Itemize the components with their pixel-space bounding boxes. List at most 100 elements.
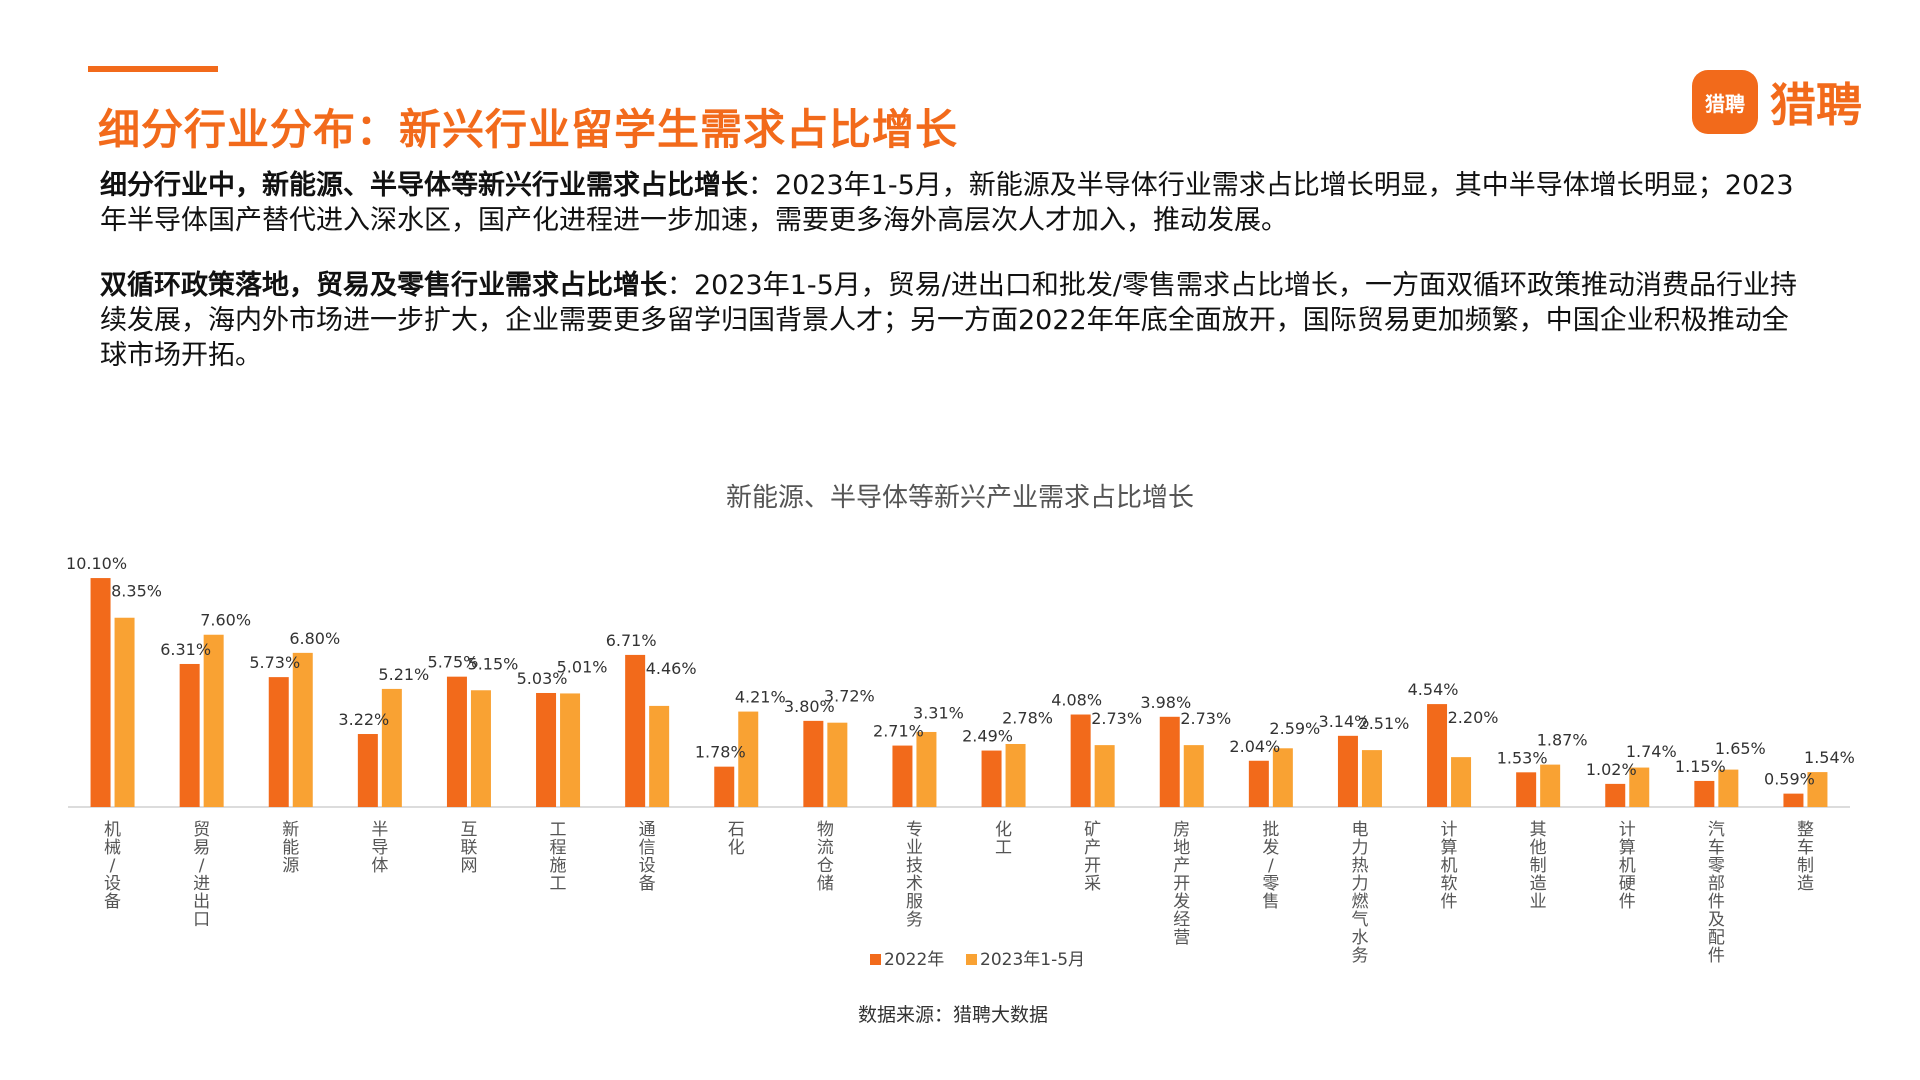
data-label-2022: 2.49%: [962, 727, 1013, 746]
category-label-char: 务: [906, 910, 923, 930]
category-label-char: 机: [1619, 856, 1636, 876]
category-label-char: 产: [1173, 856, 1190, 876]
paragraph-heading: 双循环政策落地，贸易及零售行业需求占比增长: [100, 270, 667, 301]
data-label-2022: 5.73%: [249, 653, 300, 672]
bar-2022: [1783, 793, 1804, 807]
bar-2022: [1694, 780, 1715, 807]
bar-2023: [470, 690, 491, 807]
paragraph-emerging-industries: 细分行业中，新能源、半导体等新兴行业需求占比增长：2023年1-5月，新能源及半…: [100, 168, 1800, 238]
bar-2022: [625, 654, 646, 807]
category-label-char: 体: [371, 856, 388, 876]
category-label-char: 化: [995, 820, 1012, 840]
category-label-char: 贸: [193, 820, 210, 840]
bar-2023: [1718, 769, 1739, 807]
title-accent-bar: [88, 66, 218, 72]
bar-2023: [827, 722, 848, 807]
data-label-2022: 10.10%: [66, 554, 127, 573]
data-label-2023: 2.20%: [1448, 708, 1499, 727]
category-label-char: 工: [995, 838, 1012, 858]
category-label-char: 力: [1351, 874, 1368, 894]
bar-2022: [981, 750, 1002, 807]
bar-2023: [1361, 750, 1382, 807]
category-label: 机械/设备: [104, 820, 121, 912]
data-label-2022: 4.54%: [1408, 680, 1459, 699]
category-label-char: 流: [817, 838, 834, 858]
category-label: 互联网: [460, 820, 477, 876]
paragraph-body: ：2023年1-5月，新能源及半导体行业需求占比增长明显，其中半导体增长明显；2…: [100, 170, 1794, 236]
category-label-char: 件: [1441, 892, 1458, 912]
bar-2023: [1540, 764, 1561, 807]
bar-2022: [1427, 704, 1448, 807]
category-label: 电力热力燃气水务: [1351, 820, 1368, 966]
data-label-2023: 3.31%: [913, 704, 964, 723]
category-label-char: 备: [639, 874, 656, 894]
category-label-char: /: [1268, 856, 1274, 876]
bar-2022: [1159, 716, 1180, 807]
bar-2022: [714, 766, 735, 807]
category-label: 汽车零部件及配件: [1708, 820, 1725, 966]
category-label: 整车制造: [1797, 820, 1814, 894]
category-label-char: 程: [550, 838, 567, 858]
bar-2023: [649, 705, 670, 807]
category-label-char: 产: [1084, 838, 1101, 858]
category-label-char: 电: [1351, 820, 1368, 840]
legend-swatch-2022: [870, 954, 881, 965]
page-title: 细分行业分布：新兴行业留学生需求占比增长: [98, 105, 959, 154]
category-label-char: 备: [104, 892, 121, 912]
category-label-char: 口: [193, 910, 210, 930]
category-label-char: 燃: [1351, 892, 1368, 912]
bar-2023: [916, 731, 937, 807]
bar-2022: [803, 720, 824, 807]
category-label-char: 专: [906, 820, 923, 840]
category-label-char: 服: [906, 892, 923, 912]
category-label-char: 进: [193, 874, 210, 894]
category-label-char: 术: [906, 874, 923, 894]
data-label-2023: 2.78%: [1002, 709, 1053, 728]
category-label-char: 零: [1262, 874, 1279, 894]
category-label-char: 算: [1441, 838, 1458, 858]
category-label-char: /: [199, 856, 205, 876]
bar-2022: [268, 677, 289, 807]
bar-2022: [1337, 735, 1358, 807]
data-label-2022: 1.15%: [1675, 757, 1726, 776]
category-label-char: 其: [1530, 820, 1547, 840]
data-label-2023: 1.65%: [1715, 739, 1766, 758]
category-label-char: 件: [1708, 892, 1725, 912]
bar-2023: [203, 634, 224, 807]
category-label-char: 制: [1797, 856, 1814, 876]
data-label-2023: 5.01%: [557, 657, 608, 676]
category-label-char: 营: [1173, 928, 1190, 948]
category-label-char: 设: [639, 856, 656, 876]
category-label-char: 技: [906, 856, 923, 876]
category-label-char: 机: [1441, 856, 1458, 876]
category-label-char: 采: [1084, 874, 1101, 894]
bar-2022: [536, 692, 557, 807]
category-label-char: 开: [1173, 874, 1190, 894]
category-label-char: 新: [282, 820, 299, 840]
category-label-char: 造: [1530, 874, 1547, 894]
category-label-char: 汽: [1708, 820, 1725, 840]
data-label-2022: 0.59%: [1764, 770, 1815, 789]
data-label-2022: 1.02%: [1586, 760, 1637, 779]
category-label-char: 车: [1797, 838, 1814, 858]
data-label-2022: 3.22%: [338, 710, 389, 729]
category-label-char: 硬: [1619, 874, 1636, 894]
data-label-2022: 2.71%: [873, 722, 924, 741]
legend-swatch-2023: [966, 954, 977, 965]
data-label-2023: 4.46%: [646, 659, 697, 678]
bar-2022: [90, 578, 111, 807]
category-label: 房地产开发经营: [1173, 820, 1190, 948]
category-label-char: 地: [1173, 838, 1190, 858]
data-label-2022: 6.31%: [160, 640, 211, 659]
category-label-char: 发: [1262, 838, 1279, 858]
category-label-char: 设: [104, 874, 121, 894]
category-label-char: 及: [1708, 910, 1725, 930]
category-label-char: 信: [639, 838, 656, 858]
paragraph-body: ：2023年1-5月，贸易/进出口和批发/零售需求占比增长，一方面双循环政策推动…: [100, 270, 1798, 371]
data-label-2023: 4.21%: [735, 688, 786, 707]
category-label-char: 施: [550, 856, 567, 876]
data-label-2023: 5.21%: [378, 665, 429, 684]
category-label-char: 矿: [1084, 820, 1101, 840]
data-label-2023: 1.74%: [1626, 742, 1677, 761]
category-label-char: 易: [193, 838, 210, 858]
